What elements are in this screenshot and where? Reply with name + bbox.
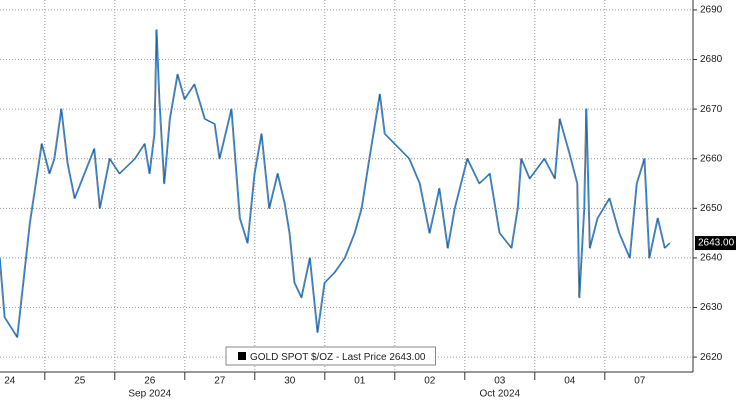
y-tick-label: 2630 xyxy=(700,302,723,313)
x-tick-label: 04 xyxy=(564,376,576,387)
legend-text: GOLD SPOT $/OZ - Last Price 2643.00 xyxy=(250,352,426,363)
y-tick-label: 2650 xyxy=(700,203,723,214)
last-price-box xyxy=(695,236,736,251)
month-label: Sep 2024 xyxy=(128,389,171,400)
legend-series-name: GOLD SPOT $/OZ xyxy=(250,352,333,363)
y-tick-label: 2680 xyxy=(700,54,723,65)
y-tick-label: 2670 xyxy=(700,104,723,115)
y-tick-label: 2690 xyxy=(700,5,723,16)
x-tick-label: 25 xyxy=(74,376,86,387)
last-price-label: 2643.00 xyxy=(698,238,735,249)
price-line xyxy=(0,29,671,338)
x-tick-label: 24 xyxy=(4,376,16,387)
x-tick-label: 30 xyxy=(284,376,296,387)
x-tick-label: 02 xyxy=(424,376,436,387)
x-tick-label: 03 xyxy=(494,376,506,387)
legend-last-price-label: - Last Price xyxy=(336,352,387,363)
month-label: Oct 2024 xyxy=(480,389,521,400)
legend-last-price: 2643.00 xyxy=(389,352,426,363)
x-tick-label: 07 xyxy=(634,376,646,387)
y-tick-label: 2660 xyxy=(700,153,723,164)
x-tick-label: 27 xyxy=(214,376,226,387)
price-line-shadow xyxy=(0,29,670,339)
legend-swatch xyxy=(238,352,246,360)
y-tick-label: 2640 xyxy=(700,253,723,264)
x-tick-label: 01 xyxy=(354,376,366,387)
y-tick-label: 2620 xyxy=(700,352,723,363)
x-tick-label: 26 xyxy=(144,376,156,387)
legend-box xyxy=(225,346,436,366)
legend: GOLD SPOT $/OZ - Last Price 2643.00 xyxy=(225,346,436,366)
